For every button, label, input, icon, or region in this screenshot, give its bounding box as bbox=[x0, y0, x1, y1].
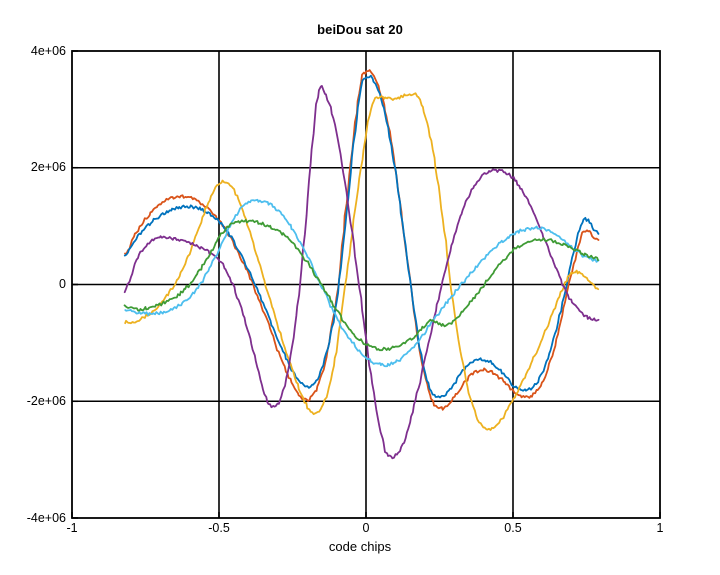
data-series-line bbox=[124, 92, 600, 431]
y-tick-label: -4e+06 bbox=[26, 511, 66, 525]
x-tick-label: 0 bbox=[362, 521, 370, 535]
chart-title: beiDou sat 20 bbox=[317, 22, 403, 37]
data-series-line bbox=[123, 219, 599, 352]
y-tick-label: 4e+06 bbox=[30, 44, 66, 58]
data-series-line bbox=[123, 85, 600, 460]
x-tick-label: -0.5 bbox=[208, 521, 230, 535]
x-axis-label: code chips bbox=[328, 539, 392, 554]
data-series-line bbox=[124, 69, 600, 411]
y-tick-label: 0 bbox=[59, 277, 66, 291]
grid-lines bbox=[72, 51, 660, 518]
x-axis-tick-labels: -1 -0.5 0 0.5 1 bbox=[0, 521, 720, 541]
data-series-layer bbox=[123, 69, 600, 460]
x-tick-label: 0.5 bbox=[504, 521, 522, 535]
x-tick-label: -1 bbox=[66, 521, 78, 535]
y-tick-label: 2e+06 bbox=[30, 160, 66, 174]
data-series-line bbox=[124, 198, 600, 368]
x-tick-label: 1 bbox=[656, 521, 664, 535]
y-axis-tick-labels: 4e+06 2e+06 0 -2e+06 -4e+06 bbox=[0, 0, 66, 575]
y-tick-label: -2e+06 bbox=[26, 394, 66, 408]
axis-tick-marks bbox=[71, 50, 661, 519]
